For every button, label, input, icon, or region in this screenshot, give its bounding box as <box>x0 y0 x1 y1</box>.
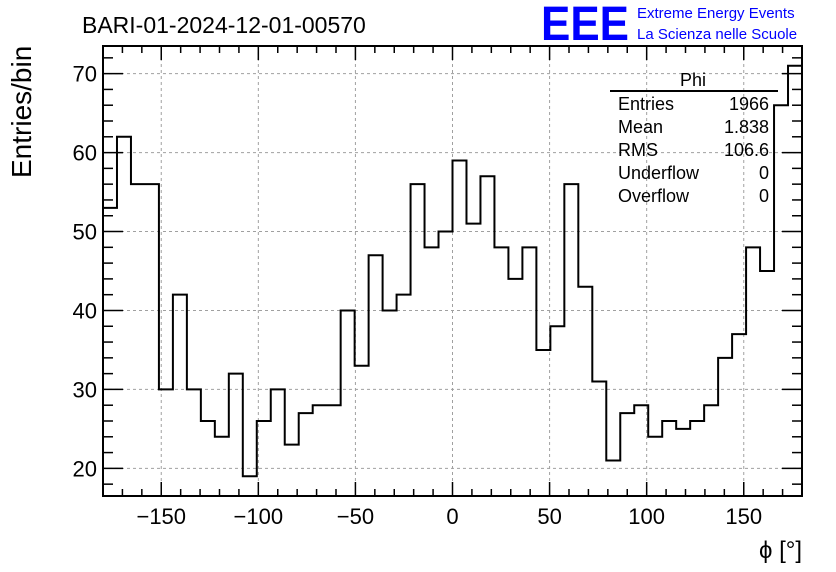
y-tick-label: 50 <box>73 220 97 245</box>
stats-row-label: RMS <box>618 140 658 160</box>
stats-row-value: 106.6 <box>724 140 769 160</box>
logo-line-2: La Scienza nelle Scuole <box>637 26 797 43</box>
y-tick-label: 30 <box>73 377 97 402</box>
chart-title: BARI-01-2024-12-01-00570 <box>82 12 366 38</box>
axis-tick-labels: −150 −100 −50 0 50 100 150 20 30 40 50 60 70 <box>73 62 763 529</box>
eee-logo: EEE Extreme Energy Events La Scienza nel… <box>541 0 797 51</box>
axis-ticks <box>102 46 803 496</box>
stats-box: Phi Entries 1966 Mean 1.838 RMS 106.6 Underflo… <box>610 70 778 206</box>
x-tick-label: 150 <box>725 504 762 529</box>
stats-row-label: Entries <box>618 94 674 114</box>
stats-row-value: 0 <box>759 186 769 206</box>
stats-row-value: 0 <box>759 163 769 183</box>
logo-mark: EEE <box>541 0 629 51</box>
x-tick-label: 100 <box>628 504 665 529</box>
x-tick-label: 50 <box>537 504 561 529</box>
x-tick-label: −50 <box>337 504 374 529</box>
stats-row-label: Mean <box>618 117 663 137</box>
y-axis-label: Entries/bin <box>6 46 37 178</box>
grid-lines <box>103 46 802 496</box>
stats-row-value: 1.838 <box>724 117 769 137</box>
stats-row-value: 1966 <box>729 94 769 114</box>
stats-row-label: Underflow <box>618 163 700 183</box>
y-tick-label: 20 <box>73 456 97 481</box>
stats-row-label: Overflow <box>618 186 690 206</box>
x-tick-label: 0 <box>446 504 458 529</box>
y-tick-label: 70 <box>73 62 97 87</box>
x-tick-label: −100 <box>234 504 284 529</box>
y-tick-label: 60 <box>73 141 97 166</box>
x-axis-label: ϕ [°] <box>759 537 802 564</box>
x-tick-label: −150 <box>136 504 186 529</box>
stats-box-title: Phi <box>680 70 706 90</box>
stats-rows: Entries 1966 Mean 1.838 RMS 106.6 Underflow 0 Ov… <box>618 94 769 206</box>
logo-line-1: Extreme Energy Events <box>637 5 795 22</box>
histogram-series-line <box>103 64 802 478</box>
y-tick-label: 40 <box>73 298 97 323</box>
